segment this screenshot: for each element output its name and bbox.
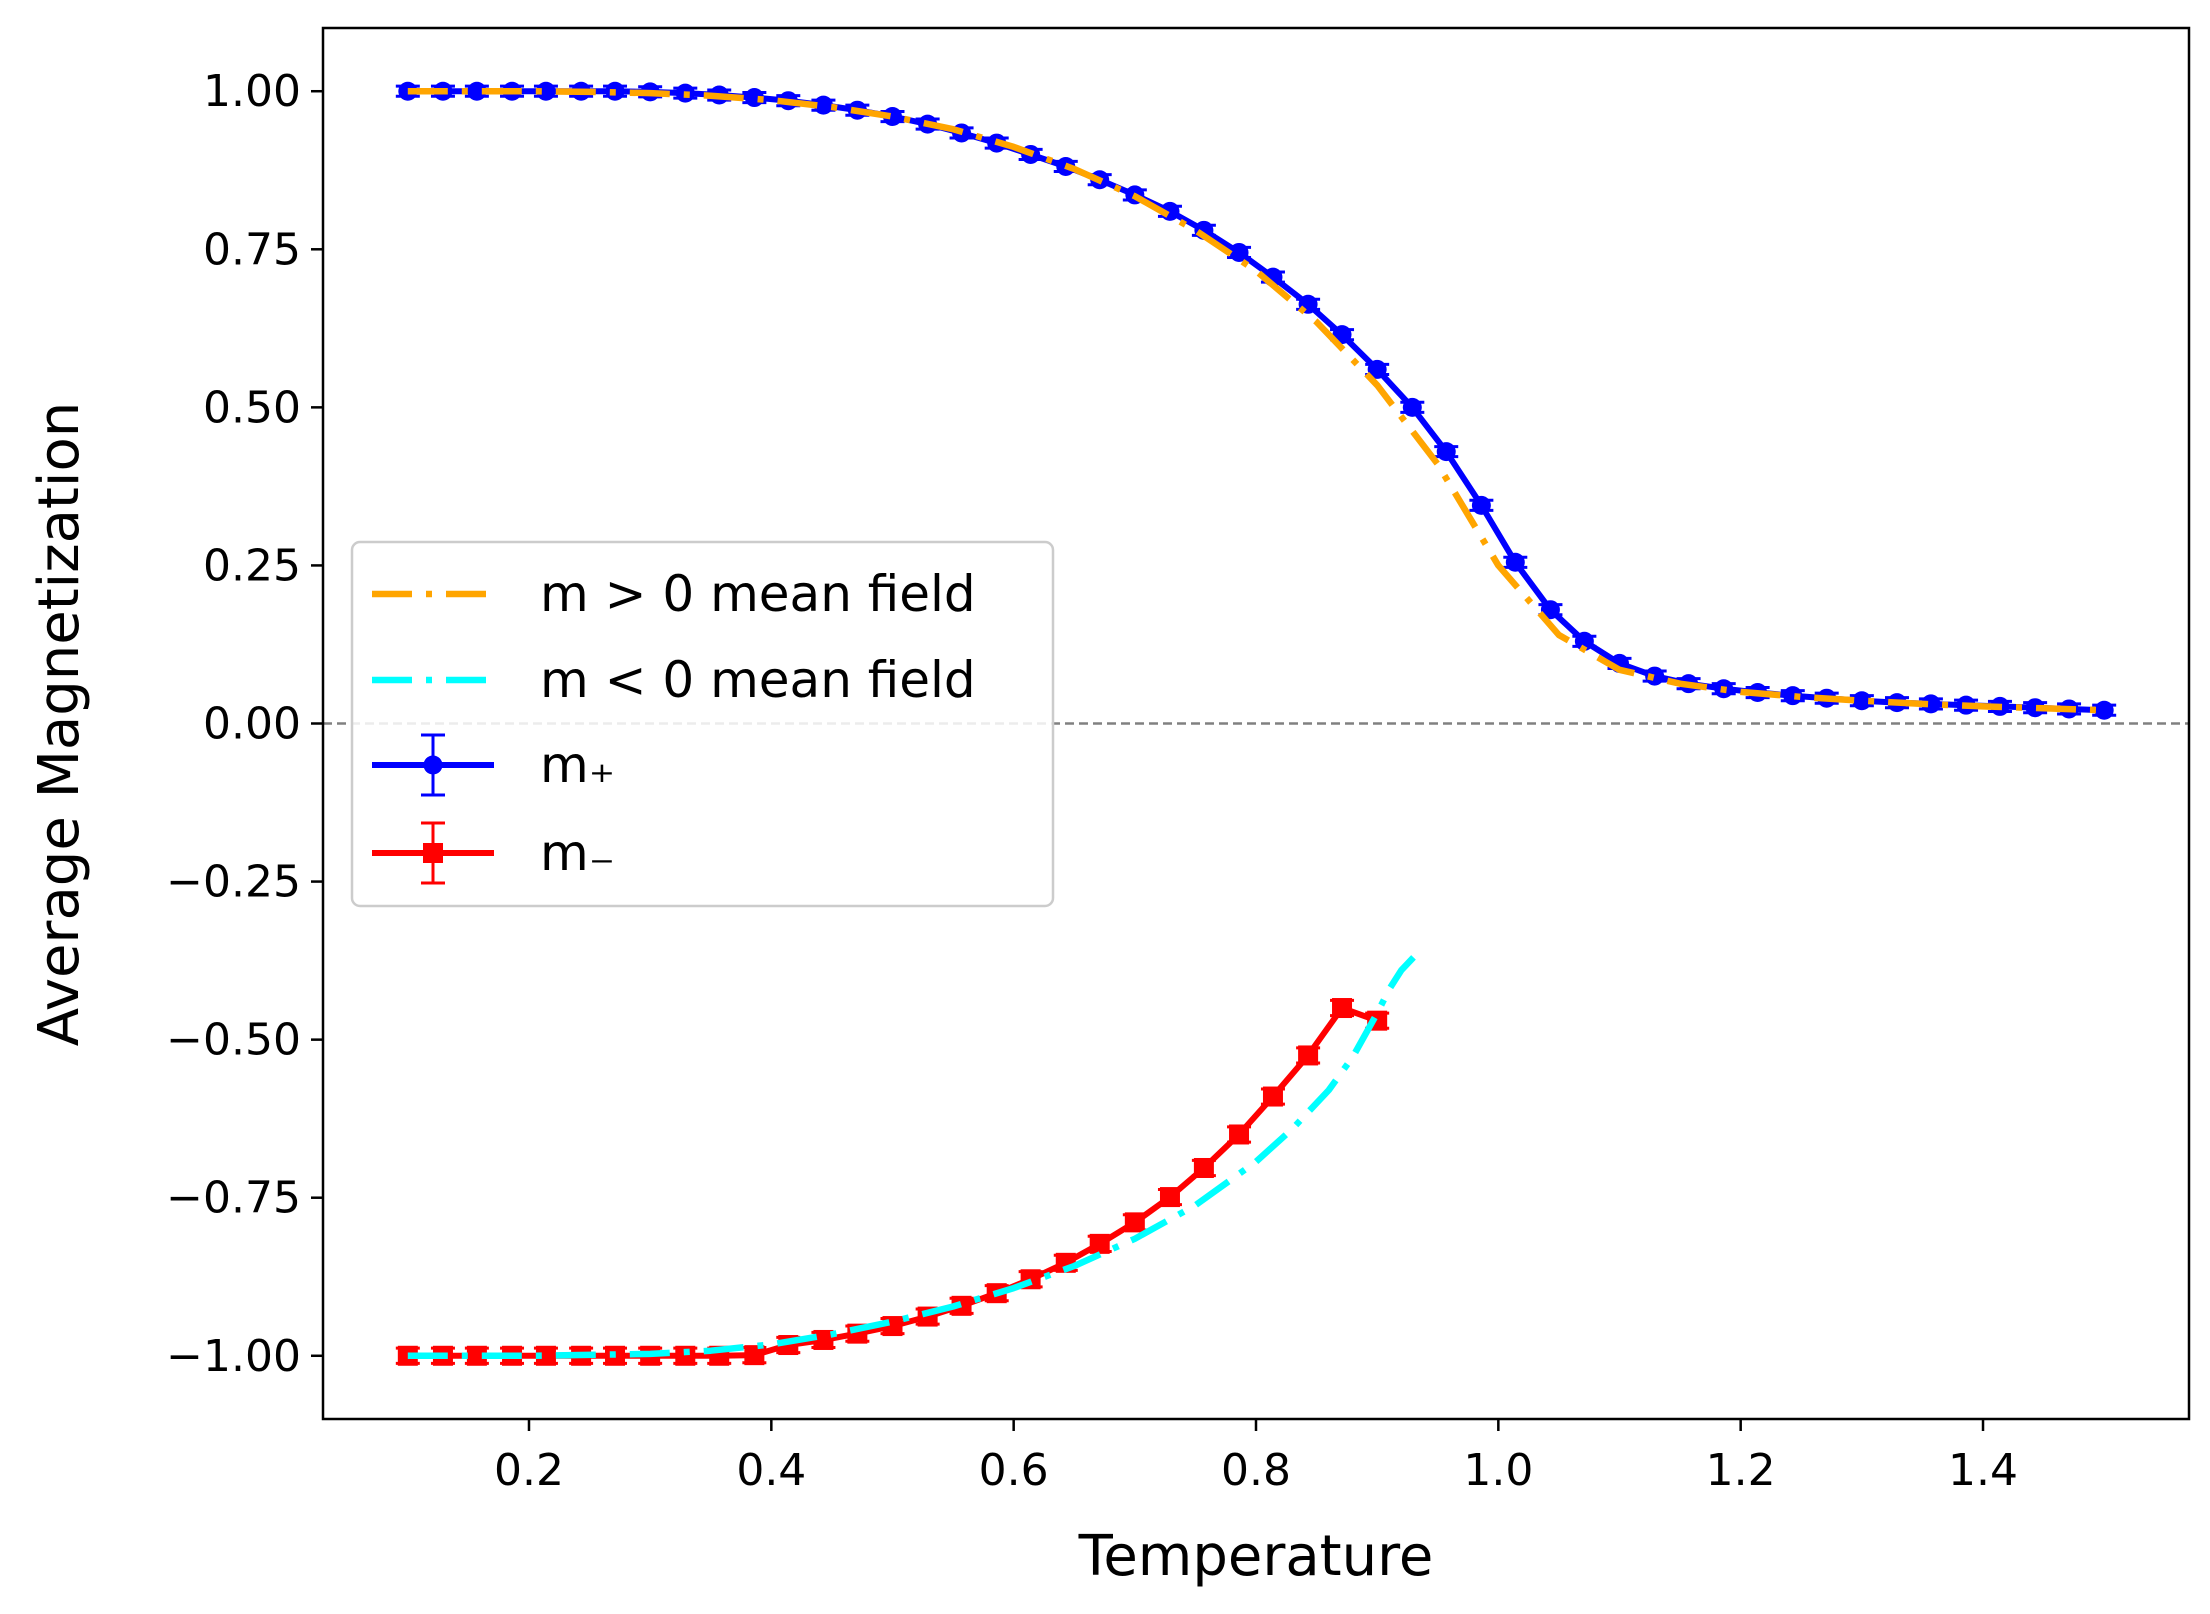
m-plus-point [1921,694,1941,714]
m-plus-point [2094,700,2114,720]
legend-m-minus-label: m₋ [540,824,615,882]
y-tick-label: −0.75 [166,1173,301,1224]
m-plus-point [1367,359,1387,379]
x-tick-label: 1.0 [1463,1445,1533,1496]
y-tick-label: −0.50 [166,1015,301,1066]
legend-m-minus-marker [423,843,443,863]
m-plus-point [1402,397,1422,417]
m-plus-point [813,95,833,115]
m-plus-point [1471,495,1491,515]
m-plus-point [882,107,902,127]
y-tick-label: 0.75 [203,224,301,275]
m-minus-point [1124,1212,1145,1233]
m-plus-point [1505,552,1525,572]
m-plus-point [1574,631,1594,651]
legend-mean-field-positive-label: m > 0 mean field [540,565,976,623]
legend-mean-field-positive: m > 0 mean field [372,565,976,623]
m-minus-point [1089,1233,1110,1254]
y-tick-label: −1.00 [166,1331,301,1382]
legend-mean-field-negative-label: m < 0 mean field [540,651,976,709]
m-plus-point [1852,691,1872,711]
m-minus-point [813,1329,834,1350]
legend-m-plus-label: m₊ [540,736,615,794]
x-tick-label: 0.2 [494,1445,564,1496]
x-axis-ticks: 0.2 0.4 0.6 0.8 1.0 1.2 1.4 [494,1419,2018,1496]
m-minus-point [744,1345,765,1366]
mean-field-positive-line [407,87,2105,714]
y-axis-ticks: 1.00 0.75 0.50 0.25 0.00 −0.25 −0.50 −0.75 −1.00 [166,66,323,1382]
x-tick-label: 1.4 [1948,1445,2018,1496]
mean-field-negative-line [407,955,1416,1360]
x-tick-label: 0.6 [979,1445,1049,1496]
m-plus-point [1645,666,1665,686]
series-layer [395,81,2117,1366]
m-plus-point [1783,686,1803,706]
legend-m-plus: m₊ [372,733,615,797]
legend-m-minus: m₋ [372,821,615,885]
legend: m > 0 mean field m < 0 mean field m₊ m₋ [350,540,1055,908]
m-minus-point [1193,1157,1214,1178]
y-tick-label: 0.25 [203,540,301,591]
x-tick-label: 0.4 [736,1445,806,1496]
y-axis-title: Average Magnetization [27,402,92,1046]
m-minus-point [535,1345,556,1366]
y-tick-label: −0.25 [166,857,301,908]
m-minus-point [1229,1124,1250,1145]
x-tick-label: 1.2 [1706,1445,1776,1496]
m-plus-point [536,81,556,101]
legend-m-plus-marker [423,755,443,775]
m-plus-point [1436,442,1456,462]
m-minus-point [1159,1187,1180,1208]
m-plus-point [2025,698,2045,718]
m-plus-point [1540,600,1560,620]
y-tick-label: 1.00 [203,66,301,117]
m-plus-point [467,81,487,101]
m-minus-point [675,1345,696,1366]
m-minus-point [1298,1045,1319,1066]
m-minus-point [1332,998,1353,1019]
m-minus-point [1262,1086,1283,1107]
m-minus-point [951,1295,972,1316]
m-plus-point [1229,242,1249,262]
x-axis-title: Temperature [1078,1524,1434,1589]
legend-mean-field-negative: m < 0 mean field [372,651,976,709]
x-tick-label: 0.8 [1221,1445,1291,1496]
y-tick-label: 0.50 [203,382,301,433]
legend-box [350,540,1055,908]
y-tick-label: 0.00 [203,699,301,750]
m-minus-point [466,1345,487,1366]
